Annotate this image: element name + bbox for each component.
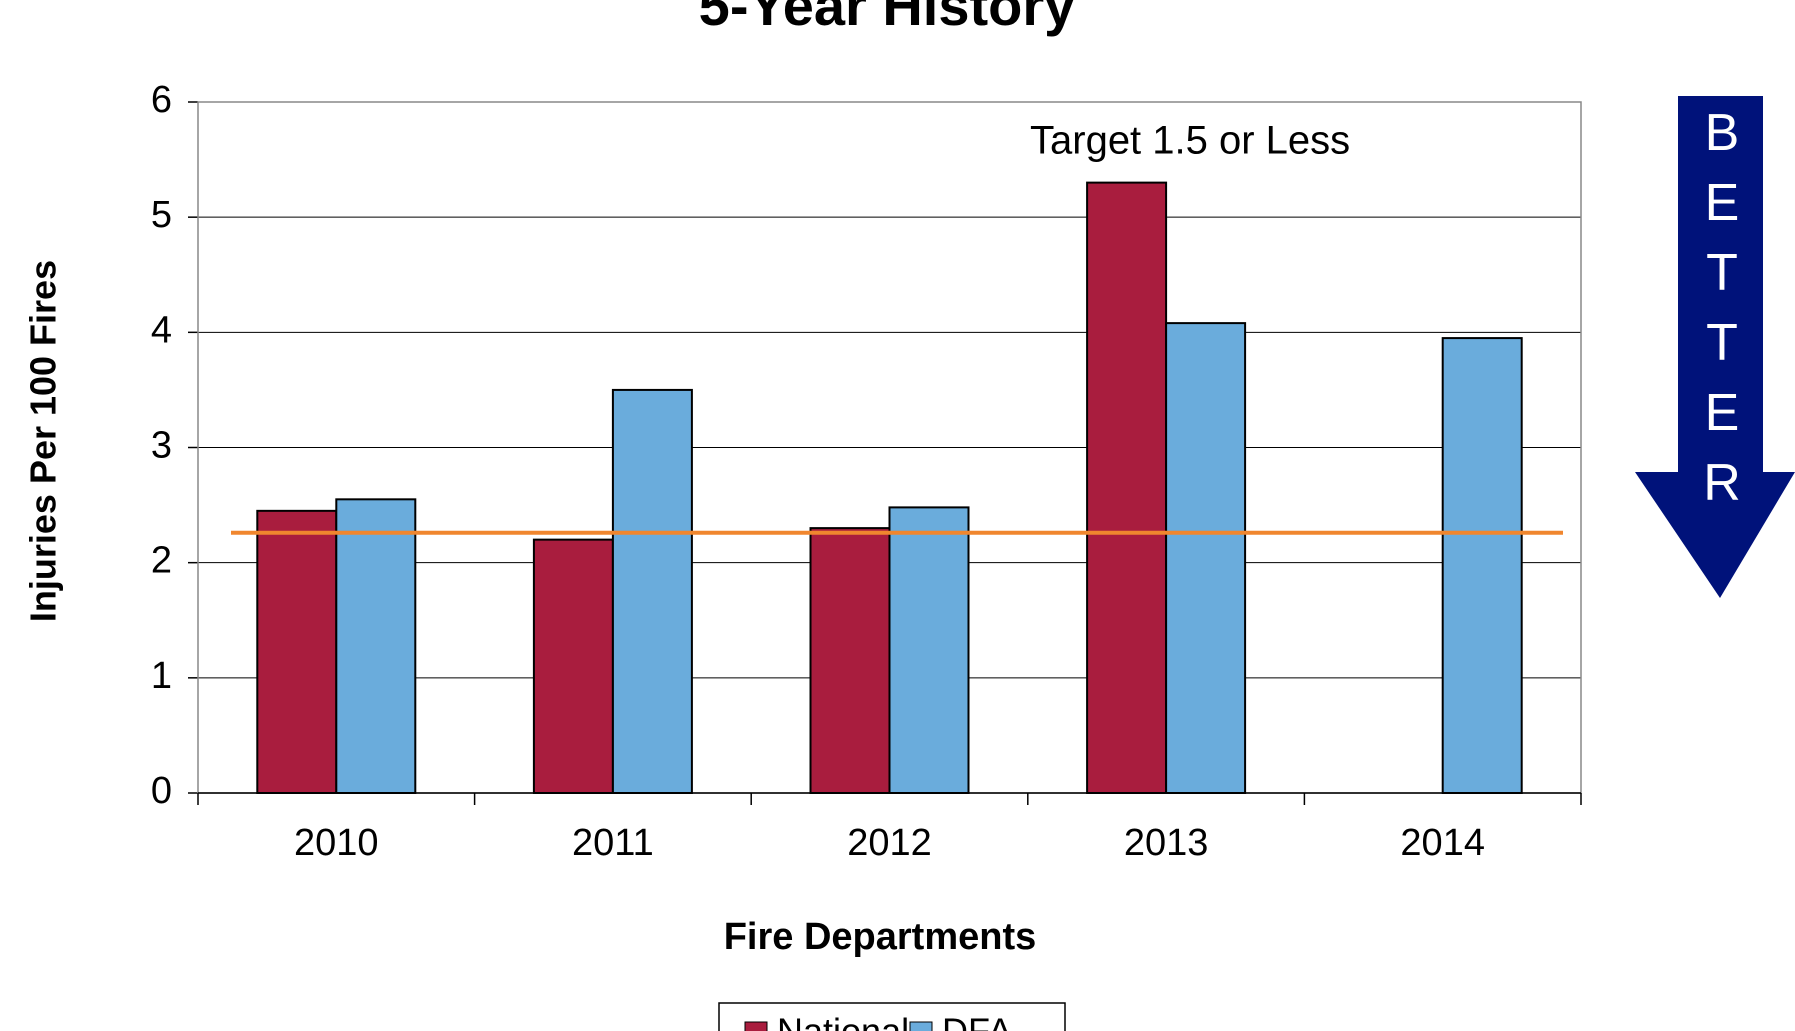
y-axis-label: Injuries Per 100 Fires <box>23 260 64 622</box>
x-tick-label: 2014 <box>1400 822 1485 864</box>
y-tick-label: 2 <box>151 540 172 582</box>
arrow-head <box>1635 472 1795 598</box>
y-tick-label: 4 <box>151 309 172 351</box>
target-label: Target 1.5 or Less <box>1030 119 1350 163</box>
x-axis-label: Fire Departments <box>724 916 1037 958</box>
y-tick-label: 6 <box>151 79 172 121</box>
y-tick-label: 5 <box>151 194 172 236</box>
bar <box>335 498 417 794</box>
legend-label: DFA <box>942 1011 1012 1031</box>
x-tick-label: 2012 <box>847 822 932 864</box>
legend-box <box>718 1002 1066 1031</box>
bar <box>611 388 693 794</box>
bar <box>809 527 891 794</box>
chart-title: 5-Year History <box>699 0 1076 37</box>
y-tick-label: 1 <box>151 655 172 697</box>
arrow-shaft <box>1678 96 1763 473</box>
x-tick-label: 2011 <box>572 822 654 864</box>
bar <box>1441 337 1523 794</box>
y-tick-label: 0 <box>151 770 172 812</box>
bar <box>1165 322 1247 794</box>
x-tick-label: 2010 <box>294 822 379 864</box>
bar <box>532 538 614 795</box>
bar <box>256 509 338 794</box>
legend-label: National <box>777 1011 909 1031</box>
x-tick-label: 2013 <box>1124 822 1209 864</box>
legend-swatch <box>744 1021 768 1031</box>
y-tick-label: 3 <box>151 425 172 467</box>
legend-swatch <box>909 1021 933 1031</box>
bar <box>888 506 970 794</box>
bar <box>1086 181 1168 795</box>
